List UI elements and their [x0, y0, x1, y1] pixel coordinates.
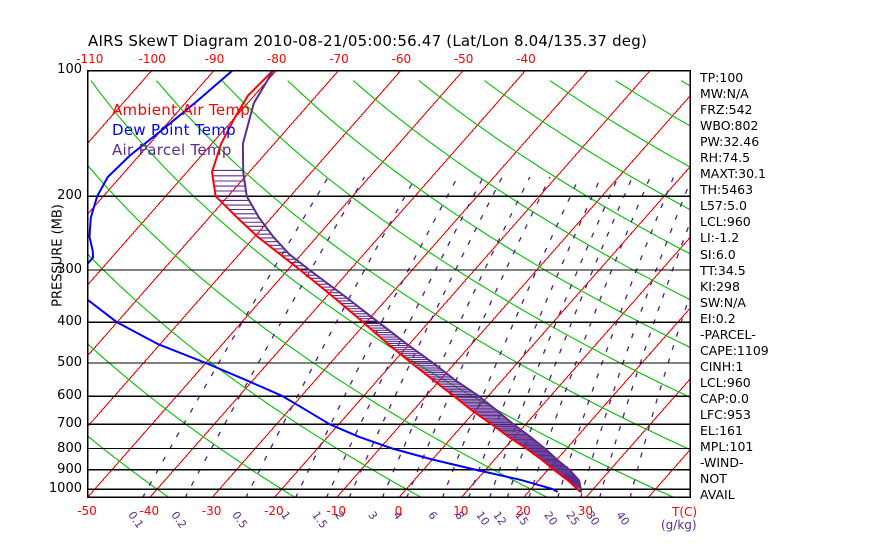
stat-line: EI:0.2 [700, 310, 736, 326]
stat-line: NOT [700, 471, 727, 487]
pressure-tick: 400 [57, 314, 82, 330]
stat-line: MAXT:30.1 [700, 166, 766, 182]
bottom-temp-tick: -20 [264, 504, 284, 518]
stat-line: CAPE:1109 [700, 342, 769, 358]
pressure-tick: 700 [57, 416, 82, 432]
top-temp-tick: -80 [266, 52, 287, 66]
stat-line: PW:32.46 [700, 134, 760, 150]
mixing-ratio-tick: 40 [613, 509, 633, 528]
bottom-temp-tick: 10 [453, 504, 469, 518]
stat-line: LCL:960 [700, 214, 751, 230]
stat-line: LFC:953 [700, 406, 751, 422]
page-title: AIRS SkewT Diagram 2010-08-21/05:00:56.4… [88, 32, 647, 50]
stat-line: TT:34.5 [700, 262, 746, 278]
legend-item: Dew Point Temp [112, 121, 237, 139]
stat-line: -PARCEL- [700, 326, 756, 342]
bottom-temp-tick: 20 [515, 504, 531, 518]
bottom-temp-tick: -30 [201, 504, 222, 518]
statistics-panel: TP:100 MW:N/A FRZ:542 WBO:802 PW:32.46 RH:74.… [700, 70, 810, 503]
stat-line: LI:-1.2 [700, 230, 740, 246]
top-temp-tick: -50 [453, 52, 474, 66]
temperature-axis-label: T(C) [672, 505, 698, 519]
stat-line: L57:5.0 [700, 198, 747, 214]
pressure-tick: 500 [57, 354, 82, 370]
mixing-ratio-axis-label: (g/kg) [661, 518, 697, 532]
stat-line: TP:100 [700, 70, 744, 85]
stat-line: EL:161 [700, 423, 743, 439]
legend-item: Air Parcel Temp [112, 141, 232, 159]
top-temp-tick: -40 [516, 52, 536, 66]
skewt-plot [87, 70, 691, 498]
stat-line: LCL:960 [700, 374, 751, 390]
bottom-temp-tick: 30 [577, 504, 594, 518]
stat-line: FRZ:542 [700, 102, 753, 118]
stat-line: SI:6.0 [700, 246, 736, 262]
top-temp-tick: -90 [204, 52, 225, 66]
top-temp-tick: -110 [76, 52, 104, 66]
bottom-temp-tick: -10 [326, 504, 346, 518]
mixing-ratio-tick: 6 [425, 509, 441, 523]
stat-line: SW:N/A [700, 294, 746, 310]
pressure-tick: 100 [57, 62, 82, 77]
pressure-tick: 600 [57, 388, 82, 404]
stat-line: AVAIL [700, 487, 735, 503]
bottom-temp-tick: 0 [394, 504, 403, 518]
pressure-axis-label: PRESSURE (MB) [50, 204, 66, 307]
legend-item: Ambient Air Temp [112, 101, 251, 119]
stat-line: CINH:1 [700, 358, 744, 374]
stat-line: MW:N/A [700, 86, 749, 102]
mixing-ratio-tick: 3 [365, 509, 381, 523]
stat-line: WBO:802 [700, 118, 759, 134]
top-temp-tick: -70 [329, 52, 349, 66]
top-temp-tick: -100 [138, 52, 166, 66]
stat-line: KI:298 [700, 278, 740, 294]
stat-line: MPL:101 [700, 439, 754, 455]
pressure-tick: 300 [57, 261, 82, 277]
top-temp-tick: -60 [391, 52, 412, 66]
bottom-temp-tick: -40 [139, 504, 160, 518]
pressure-tick: 900 [57, 461, 82, 477]
bottom-temp-tick: -50 [77, 504, 97, 518]
pressure-tick: 200 [57, 188, 82, 204]
pressure-tick: 800 [57, 440, 82, 456]
stat-line: TH:5463 [700, 182, 754, 198]
stat-line: RH:74.5 [700, 150, 751, 166]
stat-line: -WIND- [700, 455, 744, 471]
stat-line: CAP:0.0 [700, 390, 749, 406]
pressure-tick: 1000 [48, 481, 82, 497]
